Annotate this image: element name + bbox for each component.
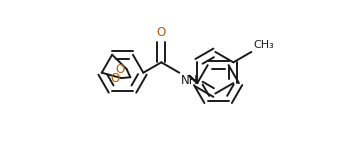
Text: NH: NH	[181, 74, 198, 87]
Text: O: O	[157, 26, 166, 39]
Text: O: O	[116, 63, 125, 76]
Text: O: O	[111, 72, 120, 85]
Text: CH₃: CH₃	[253, 40, 274, 50]
